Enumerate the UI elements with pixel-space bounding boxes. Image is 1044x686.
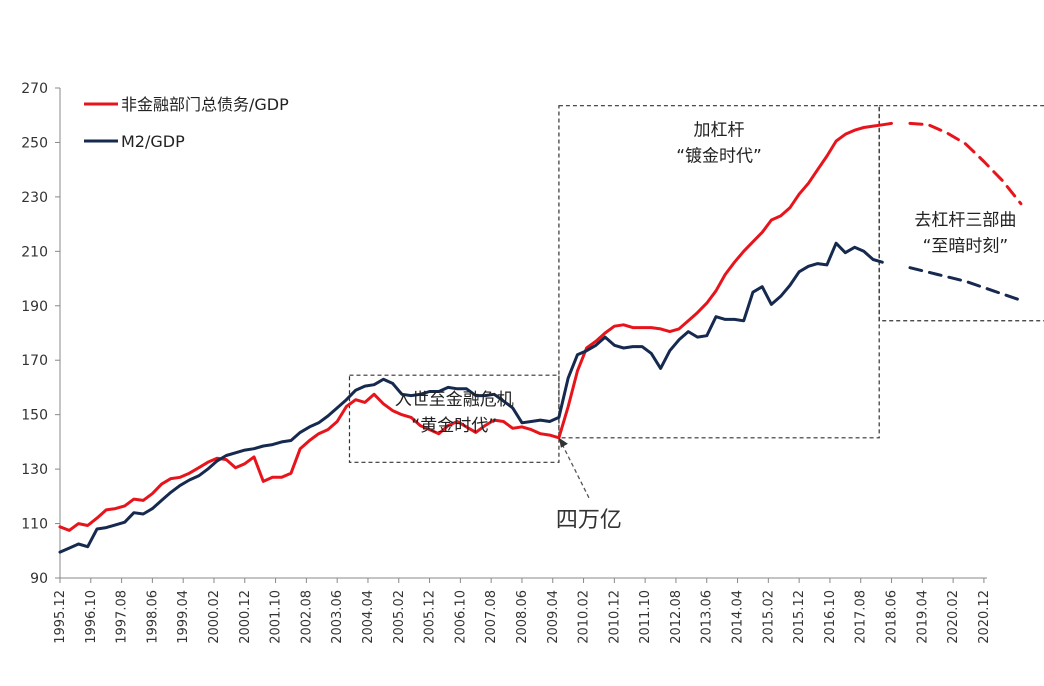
x-tick-label: 2005.12: [423, 590, 438, 644]
x-tick-label: 2015.02: [761, 590, 776, 644]
x-tick-label: 2000.02: [207, 590, 222, 644]
y-tick-label: 110: [21, 517, 48, 533]
x-tick-label: 2011.10: [638, 590, 653, 644]
series-line-0: [58, 121, 893, 532]
period-box-2: [878, 105, 1044, 322]
annotations: 入世至金融危机 “黄金时代” 加杠杆 “镀金时代” 去杠杆三部曲 “至暗时刻” 四万亿: [395, 121, 1017, 533]
y-tick-label: 270: [21, 81, 48, 97]
x-tick-label: 1999.04: [176, 590, 191, 644]
x-tick-label: 2012.08: [669, 590, 684, 644]
legend-label-0: 非金融部门总债务/GDP: [121, 95, 289, 114]
arrow-head: [558, 437, 568, 448]
y-tick-label: 130: [21, 462, 48, 478]
legend-label-1: M2/GDP: [121, 132, 185, 151]
y-tick-label: 90: [30, 571, 48, 587]
x-tick-label: 2002.08: [299, 590, 314, 644]
x-tick-label: 2015.12: [792, 590, 807, 644]
x-tick-label: 2018.06: [885, 590, 900, 644]
forecast-line-2: [908, 121, 1023, 206]
x-tick-label: 2020.12: [977, 590, 992, 644]
annotation-2-line-0: 去杠杆三部曲: [914, 211, 1016, 231]
x-tick-label: 1995.12: [53, 590, 68, 644]
legend: 非金融部门总债务/GDP M2/GDP: [84, 95, 289, 151]
x-tick-label: 2009.04: [546, 590, 561, 644]
x-tick-label: 2013.06: [700, 590, 715, 644]
x-tick-label: 2007.08: [484, 590, 499, 644]
y-tick-label: 230: [21, 190, 48, 206]
annotation-1-line-1: “镀金时代”: [676, 147, 762, 167]
x-tick-label: 2017.08: [854, 590, 869, 644]
x-tick-label: 2019.04: [915, 590, 930, 644]
y-tick-label: 150: [21, 408, 48, 424]
annotation-four-trillion: 四万亿: [556, 508, 622, 533]
x-tick-label: 1998.06: [145, 590, 160, 644]
y-tick-label: 250: [21, 135, 48, 151]
x-tick-label: 2008.06: [515, 590, 530, 644]
annotation-2-line-1: “至暗时刻”: [923, 237, 1009, 257]
x-tick-label: 2010.12: [607, 590, 622, 644]
x-tick-label: 2010.02: [577, 590, 592, 644]
x-tick-label: 2000.12: [238, 590, 253, 644]
axes: 90 110 130 150 170 190 210 230 250 270 1995.12 1996…: [21, 81, 992, 644]
x-tick-label: 2005.02: [392, 590, 407, 644]
arrow-shaft: [562, 445, 590, 499]
x-tick-label: 2014.04: [731, 590, 746, 644]
x-tick-label: 2003.06: [330, 590, 345, 644]
y-tick-label: 170: [21, 353, 48, 369]
series-lines: [58, 121, 1023, 554]
annotation-0-line-1: “黄金时代”: [411, 416, 497, 436]
x-tick-label: 2006.10: [453, 590, 468, 644]
annotation-0-line-0: 入世至金融危机: [395, 390, 514, 410]
forecast-line-3: [908, 266, 1023, 302]
x-tick-label: 2001.10: [269, 590, 284, 644]
series-line-1: [58, 241, 884, 554]
y-tick-label: 190: [21, 299, 48, 315]
x-tick-label: 2020.02: [946, 590, 961, 644]
x-tick-label: 1996.10: [84, 590, 99, 644]
annotation-1-line-0: 加杠杆: [694, 121, 745, 141]
x-tick-label: 1997.08: [115, 590, 130, 644]
y-tick-label: 210: [21, 244, 48, 260]
x-tick-label: 2004.04: [361, 590, 376, 644]
x-tick-label: 2016.10: [823, 590, 838, 644]
